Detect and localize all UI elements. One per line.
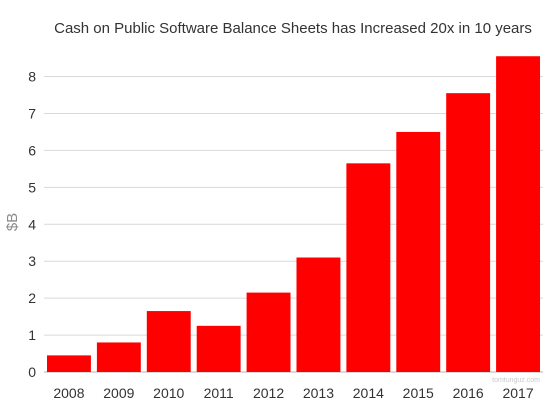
watermark: tomtunguz.com — [492, 377, 540, 384]
bar-2016 — [446, 93, 491, 373]
y-tick-label: 4 — [28, 216, 36, 232]
chart-title: Cash on Public Software Balance Sheets h… — [54, 20, 532, 37]
y-axis-ticks: 0 1 2 3 4 5 6 7 8 — [28, 69, 36, 380]
bar-2012 — [246, 292, 291, 372]
bar-2008 — [46, 355, 91, 372]
x-axis-ticks: 2008 2009 2010 2011 2012 2013 2014 2015 2016 2017 — [53, 385, 533, 401]
bar-2017 — [496, 56, 541, 372]
y-tick-label: 8 — [28, 69, 36, 85]
y-tick-label: 3 — [28, 253, 36, 269]
x-tick-label: 2017 — [502, 385, 533, 401]
bar-2013 — [296, 257, 341, 372]
gridlines — [44, 76, 543, 373]
x-tick-label: 2009 — [103, 385, 134, 401]
bar-2015 — [396, 131, 441, 372]
bars — [46, 56, 541, 373]
x-tick-label: 2011 — [204, 385, 234, 401]
y-tick-label: 1 — [28, 327, 36, 343]
x-tick-label: 2010 — [153, 385, 184, 401]
y-axis-label: $B — [4, 213, 21, 231]
y-tick-label: 7 — [28, 105, 36, 121]
bar-2014 — [346, 163, 391, 372]
x-tick-label: 2012 — [253, 385, 284, 401]
bar-2010 — [146, 311, 191, 372]
y-tick-label: 0 — [28, 364, 36, 380]
y-tick-label: 5 — [28, 179, 36, 195]
x-tick-label: 2016 — [453, 385, 484, 401]
bar-2009 — [96, 342, 141, 372]
x-tick-label: 2008 — [53, 385, 84, 401]
y-tick-label: 2 — [28, 290, 36, 306]
x-tick-label: 2014 — [353, 385, 384, 401]
x-tick-label: 2013 — [303, 385, 334, 401]
x-tick-label: 2015 — [403, 385, 434, 401]
bar-2011 — [196, 325, 241, 372]
y-tick-label: 6 — [28, 142, 36, 158]
